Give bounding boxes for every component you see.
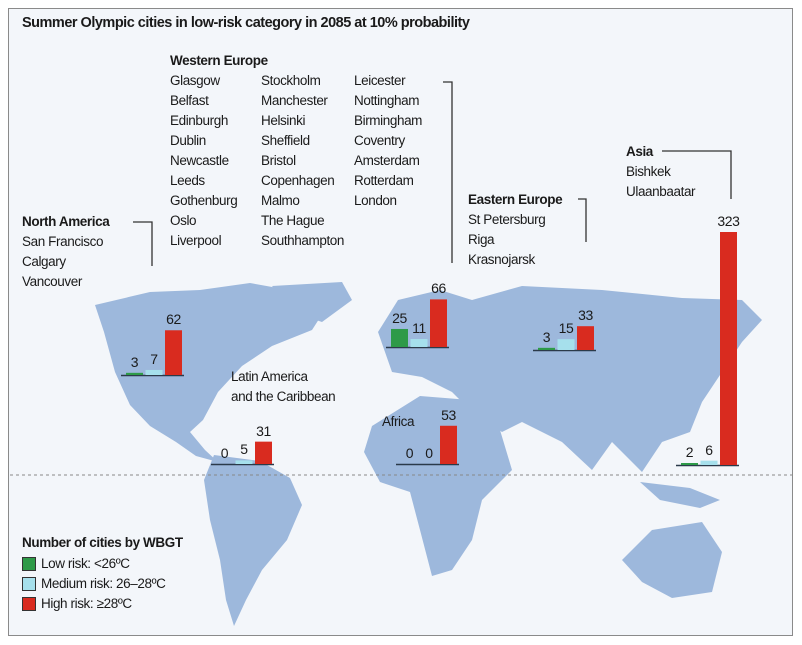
region-label-north-america: North America: [22, 214, 110, 229]
city-name: Leeds: [170, 173, 205, 188]
bar-asia-high: [720, 232, 737, 465]
region-label-eastern-europe: Eastern Europe: [468, 192, 563, 207]
region-label-africa: Africa: [382, 414, 415, 429]
bar-western-europe-high: [430, 299, 447, 347]
city-name: Southhampton: [261, 233, 345, 248]
city-name: Amsterdam: [354, 153, 420, 168]
bracket-asia: [662, 150, 732, 199]
city-name: Ulaanbaatar: [626, 184, 696, 199]
city-name: Edinburgh: [170, 113, 228, 128]
data-label-eastern-europe-high: 33: [578, 307, 593, 324]
bar-groups: [121, 232, 739, 467]
city-name: London: [354, 193, 397, 208]
city-name: St Petersburg: [468, 212, 546, 227]
region-label-latin-america: Latin America: [231, 369, 308, 384]
legend-label-medium: Medium risk: 26–28ºC: [41, 576, 166, 591]
legend-label-low: Low risk: <26ºC: [41, 556, 130, 571]
legend-swatch-medium: [22, 577, 36, 591]
city-name: Nottingham: [354, 93, 420, 108]
bar-western-europe-medium: [410, 339, 428, 347]
region-label-caribbean: and the Caribbean: [231, 389, 336, 404]
data-label-latin-america-and-the-caribbean-low: 0: [220, 445, 229, 461]
bar-eastern-europe-high: [577, 326, 594, 350]
city-name: Bristol: [261, 153, 296, 168]
bar-north-america-high: [165, 330, 182, 375]
africa-shape: [364, 396, 512, 576]
data-label-north-america-low: 3: [130, 353, 139, 370]
region-label-western-europe: Western Europe: [170, 53, 268, 68]
data-label-western-europe-low: 25: [392, 309, 407, 326]
city-name: Calgary: [22, 254, 66, 269]
chart-title: Summer Olympic cities in low-risk catego…: [22, 15, 470, 31]
data-label-eastern-europe-medium: 15: [558, 320, 574, 337]
data-label-western-europe-high: 66: [431, 280, 446, 297]
bar-eastern-europe-medium: [557, 339, 575, 350]
data-label-western-europe-medium: 11: [412, 320, 426, 337]
legend-title: Number of cities by WBGT: [22, 535, 183, 550]
legend-swatch-high: [22, 597, 36, 611]
data-label-asia-medium: 6: [705, 441, 713, 458]
city-name: Newcastle: [170, 153, 229, 168]
bar-africa-high: [440, 425, 457, 464]
eurasia-shape: [378, 286, 762, 472]
data-label-north-america-medium: 7: [150, 350, 158, 367]
indonesia-shape: [640, 482, 720, 508]
data-label-africa-low: 0: [405, 445, 414, 461]
data-label-asia-high: 323: [717, 213, 740, 229]
city-name: Vancouver: [22, 274, 82, 289]
city-name: Belfast: [170, 93, 209, 108]
data-label-latin-america-and-the-caribbean-medium: 5: [240, 441, 248, 458]
bar-western-europe-low: [391, 328, 408, 347]
city-name: Gothenburg: [170, 193, 238, 208]
bar-asia-low: [681, 463, 698, 465]
south-america-shape: [204, 455, 302, 626]
region-label-asia: Asia: [626, 144, 653, 159]
bar-latin-america-and-the-caribbean-high: [255, 441, 272, 464]
bar-latin-america-and-the-caribbean-medium: [235, 460, 253, 464]
bar-eastern-europe-low: [538, 347, 555, 350]
city-name: Manchester: [261, 93, 328, 108]
city-name: Rotterdam: [354, 173, 414, 188]
legend-label-high: High risk: ≥28ºC: [41, 596, 132, 611]
city-name: Leicester: [354, 73, 406, 88]
bracket-lines: [133, 81, 732, 266]
data-label-latin-america-and-the-caribbean-high: 31: [256, 422, 271, 439]
data-label-asia-low: 2: [685, 444, 694, 460]
bracket-western-europe: [443, 81, 453, 263]
city-name: Malmo: [261, 193, 300, 208]
bar-north-america-medium: [145, 369, 163, 375]
city-name: The Hague: [261, 213, 325, 228]
city-name: Birmingham: [354, 113, 423, 128]
bracket-north-america: [133, 221, 153, 266]
city-name: Copenhagen: [261, 173, 335, 188]
legend-swatch-low: [22, 557, 36, 571]
data-label-eastern-europe-low: 3: [542, 328, 551, 345]
city-name: Krasnojarsk: [468, 252, 535, 267]
city-name: Helsinki: [261, 113, 306, 128]
australia-shape: [622, 522, 722, 598]
continents: [95, 282, 762, 626]
bar-north-america-low: [126, 372, 143, 375]
city-name: Stockholm: [261, 73, 321, 88]
bracket-eastern-europe: [578, 198, 587, 242]
data-label-north-america-high: 62: [166, 311, 181, 328]
greenland-shape: [272, 282, 352, 322]
data-label-africa-medium: 0: [425, 445, 433, 461]
city-name: Sheffield: [261, 133, 310, 148]
city-name: Dublin: [170, 133, 206, 148]
city-name: Coventry: [354, 133, 405, 148]
city-name: Glasgow: [170, 73, 220, 88]
city-name: Liverpool: [170, 233, 222, 248]
city-name: Bishkek: [626, 164, 671, 179]
city-name: Riga: [468, 232, 495, 247]
city-name: San Francisco: [22, 234, 104, 249]
north-america-shape: [95, 283, 330, 462]
city-name: Oslo: [170, 213, 197, 228]
bar-asia-medium: [700, 460, 718, 465]
data-label-africa-high: 53: [441, 406, 456, 423]
